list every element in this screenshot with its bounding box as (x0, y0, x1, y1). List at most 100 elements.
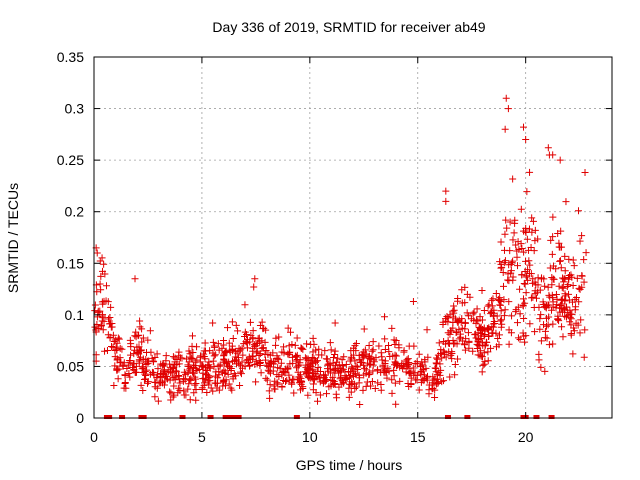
data-point (269, 358, 277, 366)
data-point (146, 327, 154, 335)
data-point (536, 325, 544, 333)
data-point (255, 334, 263, 342)
data-point (548, 274, 556, 282)
data-point (206, 377, 214, 385)
data-point (330, 354, 338, 362)
data-point (561, 290, 569, 298)
data-point (544, 144, 552, 152)
data-point (102, 297, 110, 305)
data-point (285, 371, 293, 379)
data-point (256, 350, 264, 358)
data-point (189, 355, 197, 363)
data-point (101, 270, 109, 278)
data-point (571, 306, 579, 314)
data-point (549, 275, 557, 283)
data-point (532, 281, 540, 289)
data-point (529, 217, 537, 225)
data-point (541, 327, 549, 335)
data-point (214, 379, 222, 387)
data-point (91, 301, 99, 309)
data-point (219, 377, 227, 385)
data-point (534, 274, 542, 282)
data-point (458, 299, 466, 307)
data-point (143, 379, 151, 387)
data-point (99, 300, 107, 308)
data-point (166, 360, 174, 368)
data-point (311, 357, 319, 365)
data-point (299, 384, 307, 392)
data-point (512, 306, 520, 314)
data-point (193, 356, 201, 364)
data-point (249, 355, 257, 363)
data-point (111, 336, 119, 344)
data-point (575, 298, 583, 306)
data-point (93, 320, 101, 328)
data-point (131, 332, 139, 340)
data-point (137, 347, 145, 355)
data-point (232, 321, 240, 329)
x-tick-label: 0 (90, 429, 98, 445)
data-point (440, 377, 448, 385)
data-point (435, 339, 443, 347)
data-point (576, 329, 584, 337)
data-point (355, 371, 363, 379)
data-point (390, 366, 398, 374)
data-point (211, 351, 219, 359)
data-point (519, 301, 527, 309)
data-point (253, 360, 261, 368)
data-point (448, 355, 456, 363)
data-point (555, 239, 563, 247)
data-point (109, 343, 117, 351)
data-point (241, 332, 249, 340)
data-point (417, 368, 425, 376)
data-point (562, 198, 570, 206)
data-point (144, 378, 152, 386)
data-point (437, 366, 445, 374)
y-tick-label: 0.3 (65, 101, 85, 117)
data-point (509, 175, 517, 183)
data-point (310, 370, 318, 378)
data-point (449, 318, 457, 326)
data-point (578, 232, 586, 240)
data-point (440, 337, 448, 345)
data-point (314, 363, 322, 371)
data-point (466, 293, 474, 301)
data-point (385, 342, 393, 350)
y-tick-label: 0.05 (57, 358, 84, 374)
data-point (106, 333, 114, 341)
data-point (498, 263, 506, 271)
data-point (442, 197, 450, 205)
data-point (345, 393, 353, 401)
data-point (531, 328, 539, 336)
data-point (556, 308, 564, 316)
data-point (324, 360, 332, 368)
data-point (242, 338, 250, 346)
data-point (266, 394, 274, 402)
data-point (502, 216, 510, 224)
data-point (286, 348, 294, 356)
data-point (361, 364, 369, 372)
data-point (461, 340, 469, 348)
data-point (192, 365, 200, 373)
data-point (508, 312, 516, 320)
data-point (312, 389, 320, 397)
data-point (544, 283, 552, 291)
data-point (173, 360, 181, 368)
zero-value-marker (119, 415, 126, 419)
data-point (229, 334, 237, 342)
data-point (474, 329, 482, 337)
data-point (185, 376, 193, 384)
data-point (173, 368, 181, 376)
data-point (310, 376, 318, 384)
data-point (453, 317, 461, 325)
data-point (289, 375, 297, 383)
data-point (296, 356, 304, 364)
data-point (505, 340, 513, 348)
data-point (388, 376, 396, 384)
data-point (545, 151, 553, 159)
data-point (246, 318, 254, 326)
data-point (292, 357, 300, 365)
data-point (346, 357, 354, 365)
data-point (236, 382, 244, 390)
